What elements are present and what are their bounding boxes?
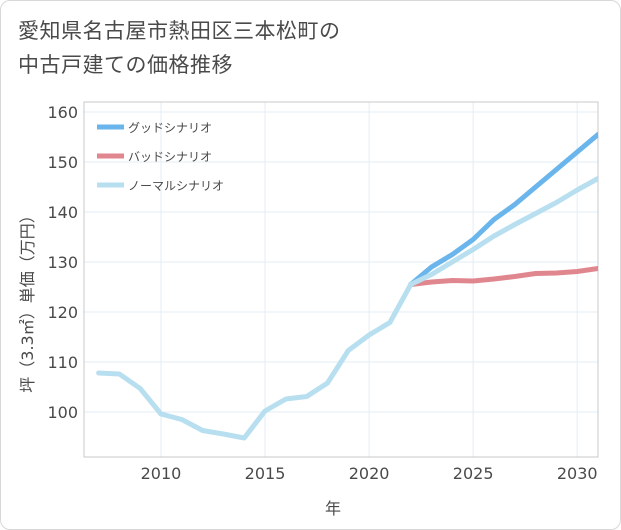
- series-lines: [96, 132, 598, 441]
- legend-label-3: ノーマルシナリオ: [128, 179, 224, 193]
- y-tick-label-130: 130: [47, 253, 78, 272]
- chart-title: 愛知県名古屋市熱田区三本松町の 中古戸建ての価格推移: [18, 14, 341, 82]
- x-axis-label: 年: [325, 499, 341, 518]
- x-tick-label-2010: 2010: [141, 464, 182, 483]
- y-tick-label-100: 100: [47, 403, 78, 422]
- series-line-1: [408, 132, 598, 287]
- x-tick-label-2025: 2025: [453, 464, 494, 483]
- x-tick-label-2015: 2015: [245, 464, 286, 483]
- plot-area-frame: [83, 101, 599, 458]
- y-tick-label-160: 160: [47, 103, 78, 122]
- y-tick-label-140: 140: [47, 203, 78, 222]
- x-tick-label-2020: 2020: [349, 464, 390, 483]
- chart-title-line-1: 愛知県名古屋市熱田区三本松町の: [18, 19, 341, 43]
- axis-ticks: 2010 2015 2020 2025 2030 100 110 120 130 140 150 16…: [47, 103, 597, 483]
- legend-label-2: バッドシナリオ: [128, 150, 212, 164]
- series-line-2: [408, 266, 598, 287]
- y-tick-label-110: 110: [47, 353, 78, 372]
- y-tick-label-120: 120: [47, 303, 78, 322]
- series-line-3: [96, 176, 598, 441]
- y-tick-label-150: 150: [47, 153, 78, 172]
- y-axis-label: 坪（3.3㎡）単価（万円）: [18, 207, 37, 392]
- legend-label-1: グッドシナリオ: [128, 121, 212, 135]
- chart-title-line-2: 中古戸建ての価格推移: [18, 53, 233, 77]
- x-tick-label-2030: 2030: [557, 464, 598, 483]
